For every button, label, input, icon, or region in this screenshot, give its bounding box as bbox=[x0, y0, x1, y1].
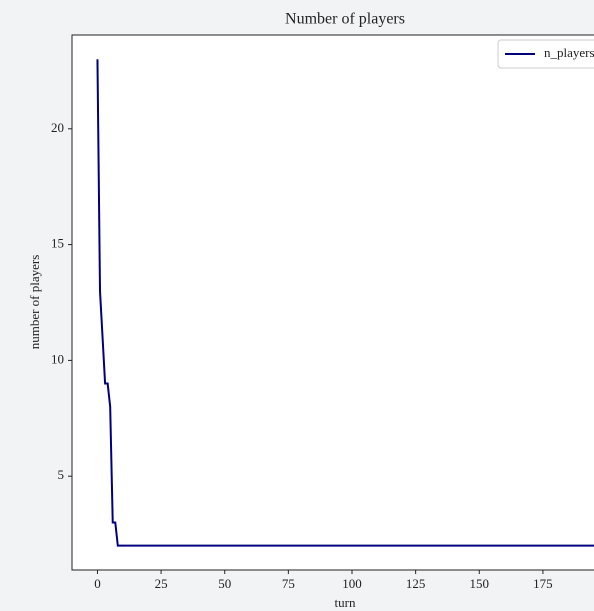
legend-label: n_players bbox=[544, 45, 594, 60]
x-axis-label: turn bbox=[335, 595, 356, 610]
y-axis-label: number of players bbox=[27, 255, 42, 350]
plot-area bbox=[71, 34, 594, 571]
x-tick-label: 0 bbox=[94, 576, 101, 591]
chart-title: Number of players bbox=[285, 11, 405, 28]
x-tick-label: 175 bbox=[533, 576, 553, 591]
y-tick-label: 5 bbox=[58, 467, 65, 482]
x-tick-label: 75 bbox=[282, 576, 295, 591]
x-tick-label: 50 bbox=[218, 576, 231, 591]
y-tick-label: 10 bbox=[51, 351, 64, 366]
x-tick-label: 125 bbox=[406, 576, 426, 591]
x-tick-label: 25 bbox=[155, 576, 168, 591]
line bbox=[96, 59, 594, 547]
y-tick-label: 20 bbox=[51, 120, 64, 135]
legend-box bbox=[497, 39, 594, 69]
x-tick-label: 100 bbox=[342, 576, 362, 591]
y-tick-label: 15 bbox=[51, 236, 64, 251]
x-tick-label: 150 bbox=[470, 576, 490, 591]
